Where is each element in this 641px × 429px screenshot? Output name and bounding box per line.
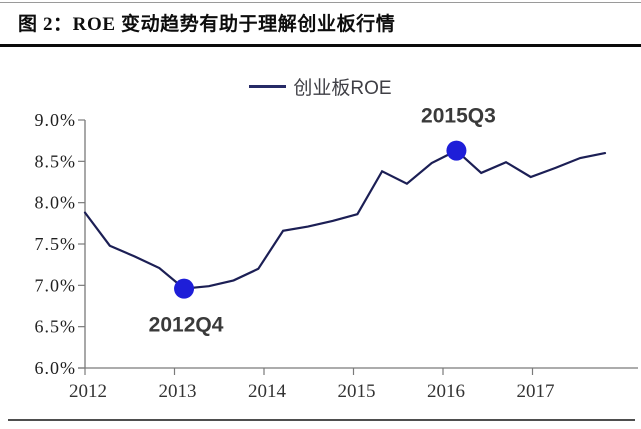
- y-tick-label: 9.0%: [35, 110, 77, 130]
- x-tick-label: 2014: [248, 381, 287, 402]
- annotation-2015q3: 2015Q3: [421, 105, 496, 128]
- y-tick-label: 7.0%: [35, 275, 77, 295]
- x-tick-label: 2015: [338, 381, 376, 402]
- y-tick-label: 6.5%: [35, 317, 77, 337]
- x-tick-label: 2012: [69, 381, 107, 402]
- x-tick-label: 2017: [517, 381, 555, 402]
- chart-legend: 创业板ROE: [0, 73, 641, 100]
- data-point-marker-2012q4: [174, 278, 195, 299]
- annotation-2012q4: 2012Q4: [149, 314, 224, 337]
- y-tick-label: 7.5%: [35, 234, 77, 254]
- data-point-marker-2015q3: [446, 140, 467, 161]
- legend-series-label: 创业板ROE: [293, 78, 392, 99]
- figure-title: 图 2：ROE 变动趋势有助于理解创业板行情: [18, 14, 396, 35]
- y-tick-label: 8.5%: [35, 151, 77, 171]
- bottom-divider: [8, 419, 635, 421]
- roe-series-line: [83, 149, 607, 290]
- title-divider: [0, 44, 641, 47]
- legend-line-swatch: [249, 85, 287, 88]
- y-tick-label: 8.0%: [35, 193, 77, 213]
- top-divider: [0, 2, 641, 3]
- x-tick-label: 2016: [427, 381, 465, 402]
- y-tick-label: 6.0%: [35, 358, 77, 378]
- x-tick-label: 2013: [159, 381, 197, 402]
